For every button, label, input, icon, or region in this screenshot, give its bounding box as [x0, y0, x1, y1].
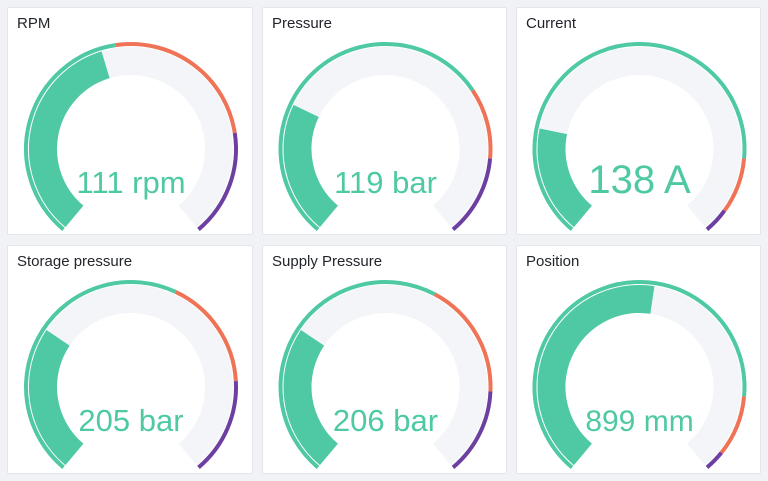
gauge: 111 rpm: [24, 42, 238, 231]
threshold-band-critical: [451, 158, 493, 231]
gauge-value-arc: [283, 104, 339, 228]
panel-title: Pressure: [272, 15, 333, 32]
gauge-value-text: 205 bar: [78, 403, 183, 438]
gauge-value-text: 119 bar: [334, 165, 437, 200]
threshold-band-normal: [278, 42, 475, 231]
gauge: 138 A: [532, 42, 747, 231]
threshold-band-normal: [278, 280, 436, 469]
threshold-band-warning: [719, 396, 747, 455]
threshold-band-normal: [24, 43, 116, 231]
threshold-band-normal: [24, 280, 177, 469]
gauge-panel-current[interactable]: Current 138 A: [516, 7, 761, 235]
panel-title: Supply Pressure: [272, 253, 383, 270]
gauge-value-arc: [29, 51, 111, 228]
gauge-value-arc: [283, 329, 339, 466]
threshold-band-critical: [451, 391, 493, 469]
threshold-band-warning: [433, 292, 493, 392]
panel-title: Position: [526, 253, 580, 270]
gauge-panel-storage-pressure[interactable]: Storage pressure 205 bar: [7, 245, 253, 474]
panel-title: Current: [526, 15, 577, 32]
panel-title: RPM: [17, 15, 51, 32]
threshold-band-critical: [705, 451, 723, 469]
gauge-value-text: 206 bar: [333, 403, 438, 438]
threshold-band-critical: [197, 381, 238, 469]
threshold-band-critical: [705, 209, 727, 231]
threshold-band-critical: [197, 132, 238, 231]
threshold-band-warning: [174, 290, 238, 382]
gauge-panel-pressure[interactable]: Pressure 119 bar: [262, 7, 507, 235]
threshold-band-warning: [722, 158, 747, 212]
gauge-value-text: 899 mm: [585, 405, 693, 438]
gauge-value-text: 138 A: [588, 158, 691, 202]
gauge-value-arc: [537, 285, 655, 466]
gauge: 206 bar: [278, 280, 493, 469]
gauge: 119 bar: [278, 42, 493, 231]
gauge-value-arc: [537, 128, 593, 228]
gauge-panel-rpm[interactable]: RPM 111 rpm: [7, 7, 253, 235]
threshold-band-normal: [532, 42, 747, 231]
gauge-value-arc: [29, 329, 84, 466]
threshold-band-normal: [532, 280, 747, 469]
gauge-panel-position[interactable]: Position 899 mm: [516, 245, 761, 474]
threshold-band-warning: [115, 42, 237, 134]
gauge: 205 bar: [24, 280, 238, 469]
gauge: 899 mm: [532, 280, 747, 469]
panel-title: Storage pressure: [17, 253, 133, 270]
gauge-value-text: 111 rpm: [76, 165, 185, 200]
threshold-band-warning: [470, 89, 493, 159]
gauge-panel-supply-pressure[interactable]: Supply Pressure 206 bar: [262, 245, 507, 474]
